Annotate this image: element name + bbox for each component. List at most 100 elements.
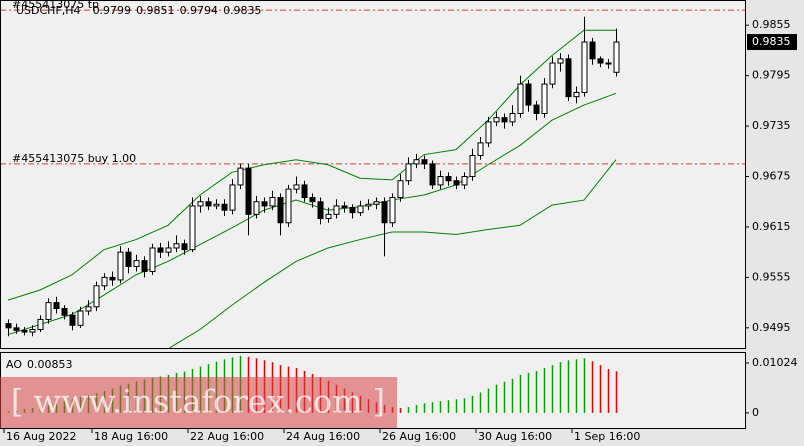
candle-body [237, 167, 244, 186]
ao-y-tick-label: 0.01024 [752, 356, 798, 369]
y-tick-label: 0.9495 [752, 321, 791, 334]
main-panel [0, 0, 746, 349]
candle-body [229, 184, 236, 211]
candle-body [245, 167, 252, 215]
candle-body [317, 201, 324, 220]
chart-header: USDCHF,H4 0.9799 0.9851 0.9794 0.9835 [16, 4, 262, 17]
candle-body [157, 247, 164, 253]
candle-body [53, 302, 60, 309]
candle-body [469, 155, 476, 178]
bollinger-lower [168, 159, 617, 348]
ao-name: AO [6, 358, 22, 371]
order-label: #455413075 tp [12, 0, 99, 11]
candle-body [93, 285, 100, 308]
y-tick-label: 0.9555 [752, 270, 791, 283]
candle-body [341, 205, 348, 209]
candle-body [253, 201, 260, 215]
candle-body [61, 307, 68, 316]
candle-body [429, 163, 436, 186]
header-low: 0.9794 [180, 4, 219, 17]
candle-body [309, 197, 316, 203]
candle-body [549, 62, 556, 85]
candle-body [117, 251, 124, 281]
candle-body [261, 201, 268, 207]
candle-body [573, 91, 580, 98]
candle-body [605, 62, 612, 65]
y-tick-label: 0.9735 [752, 119, 791, 132]
candle-body [69, 314, 76, 326]
candle-body [277, 197, 284, 224]
candle-body [517, 83, 524, 114]
candle-body [13, 327, 20, 331]
x-tick-label: 30 Aug 16:00 [478, 430, 552, 443]
x-tick-label: 18 Aug 16:00 [94, 430, 168, 443]
candle-body [165, 247, 172, 253]
candle-body [525, 83, 532, 106]
ao-y-tick-label: 0 [752, 406, 759, 419]
candle-body [325, 213, 332, 220]
candle-body [5, 323, 12, 329]
candle-body [453, 180, 460, 186]
candle-body [389, 197, 396, 224]
x-tick-label: 16 Aug 2022 [6, 430, 76, 443]
y-tick-label: 0.9675 [752, 170, 791, 183]
candle-body [485, 121, 492, 144]
candle-body [501, 117, 508, 123]
x-tick-label: 1 Sep 16:00 [574, 430, 640, 443]
candle-body [541, 83, 548, 114]
bollinger-upper [7, 29, 616, 301]
candle-body [197, 201, 204, 207]
candle-body [445, 176, 452, 182]
ao-header: AO 0.00853 [6, 358, 73, 371]
candle-body [181, 243, 188, 251]
candle-body [365, 203, 372, 207]
candle-body [373, 201, 380, 205]
candle-body [381, 201, 388, 224]
candle-body [141, 260, 148, 273]
header-high: 0.9851 [136, 4, 175, 17]
candle-body [613, 41, 620, 73]
candle-body [37, 318, 44, 331]
candle-body [213, 203, 220, 207]
candle-body [45, 302, 52, 320]
x-tick-label: 26 Aug 16:00 [382, 430, 456, 443]
current-price-label: 0.9835 [752, 35, 791, 48]
watermark-band [0, 377, 397, 428]
y-tick-label: 0.9615 [752, 220, 791, 233]
candle-body [509, 112, 516, 123]
candle-body [293, 184, 300, 190]
candle-body [133, 260, 140, 267]
candle-body [405, 163, 412, 182]
candle-body [493, 117, 500, 123]
candle-body [477, 142, 484, 157]
ao-current: 0.00853 [27, 358, 73, 371]
header-open: 0.9799 [93, 4, 132, 17]
candle-body [85, 306, 92, 312]
candle-body [173, 243, 180, 249]
candle-body [101, 276, 108, 287]
candle-body [189, 205, 196, 251]
candle-body [109, 276, 116, 281]
candle-body [397, 180, 404, 199]
candle-body [557, 58, 564, 64]
y-tick-label: 0.9855 [752, 18, 791, 31]
candle-body [221, 203, 228, 211]
x-tick-label: 22 Aug 16:00 [190, 430, 264, 443]
candle-body [125, 251, 132, 267]
candle-body [565, 58, 572, 98]
candle-body [269, 197, 276, 207]
y-tick-label: 0.9795 [752, 69, 791, 82]
order-label: #455413075 buy 1.00 [12, 152, 136, 165]
candle-body [301, 184, 308, 199]
x-tick-label: 24 Aug 16:00 [286, 430, 360, 443]
candle-body [349, 207, 356, 214]
candle-body [149, 247, 156, 273]
candle-body [29, 329, 36, 333]
current-price-box [747, 34, 797, 51]
candle-body [461, 176, 468, 186]
header-close: 0.9835 [223, 4, 262, 17]
candle-body [413, 159, 420, 165]
candle-body [421, 159, 428, 165]
candle-body [437, 176, 444, 186]
